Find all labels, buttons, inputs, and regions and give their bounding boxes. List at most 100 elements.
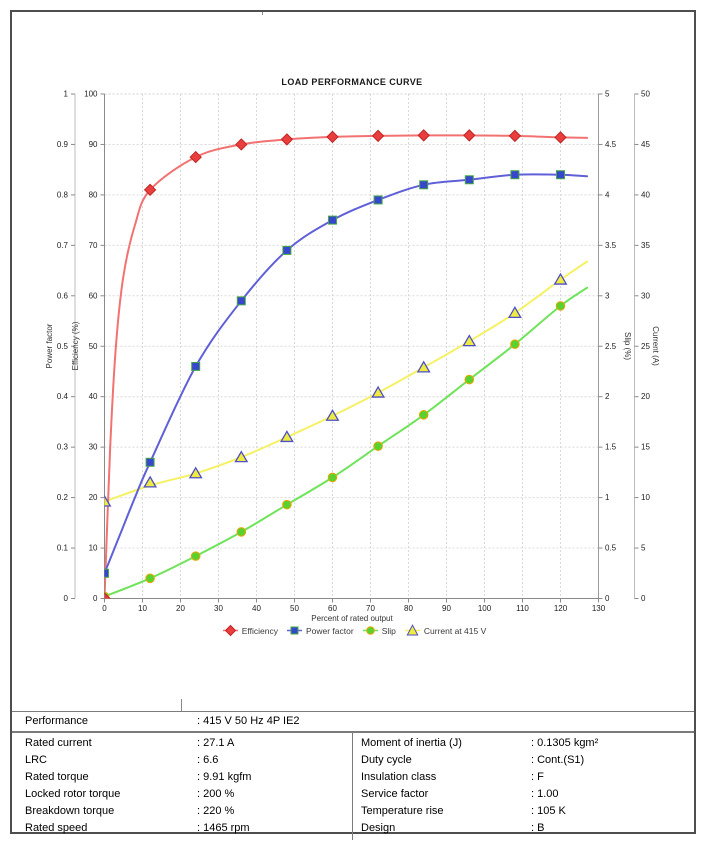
svg-text:70: 70 [89, 241, 98, 250]
slip-marker [418, 410, 429, 420]
spec-value: : Cont.(S1) [531, 754, 585, 766]
performance-header-value: : 415 V 50 Hz 4P IE2 [197, 715, 300, 727]
table-row: Locked rotor torque : 200 % [12, 786, 352, 803]
svg-text:0.1: 0.1 [57, 544, 69, 553]
slip-marker [145, 573, 155, 584]
spec-area: Rated current : 27.1 A LRC: 6.6 Rated torqu… [12, 733, 694, 840]
svg-text:10: 10 [138, 604, 147, 613]
power-factor-marker [556, 170, 565, 180]
legend-item-slip: Slip [362, 624, 396, 637]
x-axis-label: Percent of rated output [311, 614, 393, 623]
spec-label: Locked rotor torque [25, 788, 121, 800]
x-axis-ticks: 0 10 20 30 40 50 60 70 80 90 100 110 120 130 [102, 598, 606, 613]
spec-label: Rated current [25, 737, 92, 749]
efficiency-marker [554, 131, 567, 144]
power-factor-marker [145, 457, 155, 467]
spec-column-left: Rated current : 27.1 A LRC: 6.6 Rated torqu… [12, 733, 353, 840]
svg-text:1.5: 1.5 [605, 443, 617, 452]
current-at-415-v-marker [143, 475, 158, 488]
svg-text:0.5: 0.5 [605, 544, 617, 553]
svg-text:100: 100 [84, 90, 98, 99]
slip-marker [510, 339, 520, 350]
svg-text:0: 0 [641, 594, 646, 603]
table-row: Rated current : 27.1 A [12, 735, 352, 752]
efficiency-marker [143, 183, 157, 197]
power-factor-marker [464, 175, 474, 185]
current-axis-ticks: 0 5 10 15 20 25 30 35 40 45 50 [634, 90, 650, 603]
efficiency-legend-marker [222, 624, 238, 637]
svg-text:50: 50 [641, 90, 650, 99]
series-lines [104, 134, 589, 599]
efficiency-marker [508, 129, 522, 143]
svg-text:20: 20 [89, 493, 98, 502]
svg-text:100: 100 [478, 604, 492, 613]
spec-value: : 220 % [197, 805, 235, 817]
svg-text:60: 60 [328, 604, 337, 613]
svg-text:25: 25 [641, 342, 650, 351]
performance-header-row: Performance : 415 V 50 Hz 4P IE2 [12, 712, 694, 733]
table-row: Duty cycle : Cont.(S1) [353, 752, 693, 769]
legend-label: Efficiency [241, 625, 278, 636]
spec-label: Duty cycle [361, 754, 412, 766]
spec-value: : 0.1305 kgm² [531, 737, 599, 749]
current-at-415-v-legend-marker [404, 624, 420, 636]
pre-table-divider [181, 699, 182, 711]
svg-text:3.5: 3.5 [605, 241, 617, 250]
spec-value: : 200 % [197, 788, 235, 800]
svg-text:0.5: 0.5 [57, 342, 69, 351]
spec-value: : B [531, 822, 545, 834]
spec-value: : 1465 rpm [197, 822, 250, 834]
spec-label: Design [361, 822, 396, 834]
power-factor-marker [236, 296, 246, 306]
load-performance-chart: 00.10.20.30.40.50.60.70.80.9101020304050… [45, 77, 660, 623]
svg-text:0.9: 0.9 [57, 140, 69, 149]
svg-text:0.8: 0.8 [57, 190, 69, 199]
svg-text:0: 0 [102, 604, 107, 613]
svg-text:0.3: 0.3 [57, 443, 69, 452]
power-factor-legend-marker [286, 626, 302, 635]
efficiency-marker [463, 129, 476, 142]
current-axis-label: Current (A) [651, 326, 660, 366]
efficiency-marker [417, 129, 430, 142]
table-row: Design : B [353, 820, 693, 837]
spec-value: : 27.1 A [197, 737, 235, 749]
spec-label: Rated torque [25, 771, 89, 783]
power-factor-marker [419, 180, 429, 190]
table-row: Service factor: 1.00 [353, 786, 693, 803]
svg-text:1: 1 [605, 493, 610, 502]
slip-marker [282, 499, 292, 510]
current-at-415-v-marker [188, 466, 203, 479]
performance-table: Performance : 415 V 50 Hz 4P IE2 Rated c… [12, 711, 694, 840]
efficiency-marker [371, 129, 385, 143]
svg-text:1: 1 [64, 90, 69, 99]
svg-text:20: 20 [641, 392, 650, 401]
table-row: Moment of inertia (J) : 0.1305 kgm² [353, 735, 693, 752]
spec-label: Temperature rise [361, 805, 444, 817]
power-factor-marker [510, 170, 520, 180]
svg-text:130: 130 [592, 604, 606, 613]
slip-marker [464, 374, 475, 385]
spec-label: Moment of inertia (J) [361, 737, 462, 749]
spec-label: Insulation class [361, 771, 437, 783]
current-at-415-v-marker [507, 306, 522, 319]
svg-text:40: 40 [89, 392, 98, 401]
slip-axis-ticks: 0 0.5 1 1.5 2 2.5 3 3.5 4 4.5 5 [598, 90, 617, 603]
table-row: Insulation class: F [353, 769, 693, 786]
table-row: LRC: 6.6 [12, 752, 352, 769]
power_factor-axis-ticks: 0 0.1 0.2 0.3 0.4 0.5 0.6 0.7 0.8 0.9 1 [57, 90, 75, 603]
efficiency-axis-ticks: 0 10 20 30 40 50 60 70 80 90 100 [84, 90, 105, 603]
current-at-415-v-marker [104, 494, 112, 507]
svg-text:0: 0 [93, 594, 98, 603]
legend-label: Slip [381, 625, 396, 636]
svg-text:30: 30 [641, 291, 650, 300]
axes [74, 94, 635, 599]
current-at-415-v-marker [416, 360, 431, 373]
svg-text:90: 90 [442, 604, 451, 613]
svg-text:0.6: 0.6 [57, 291, 69, 300]
legend-label: Current at 415 V [423, 625, 487, 636]
svg-text:80: 80 [89, 190, 98, 199]
svg-text:0.4: 0.4 [57, 392, 69, 401]
legend-item-efficiency: Efficiency [222, 624, 278, 637]
top-border-notch [262, 12, 263, 15]
slip-marker [236, 527, 247, 537]
